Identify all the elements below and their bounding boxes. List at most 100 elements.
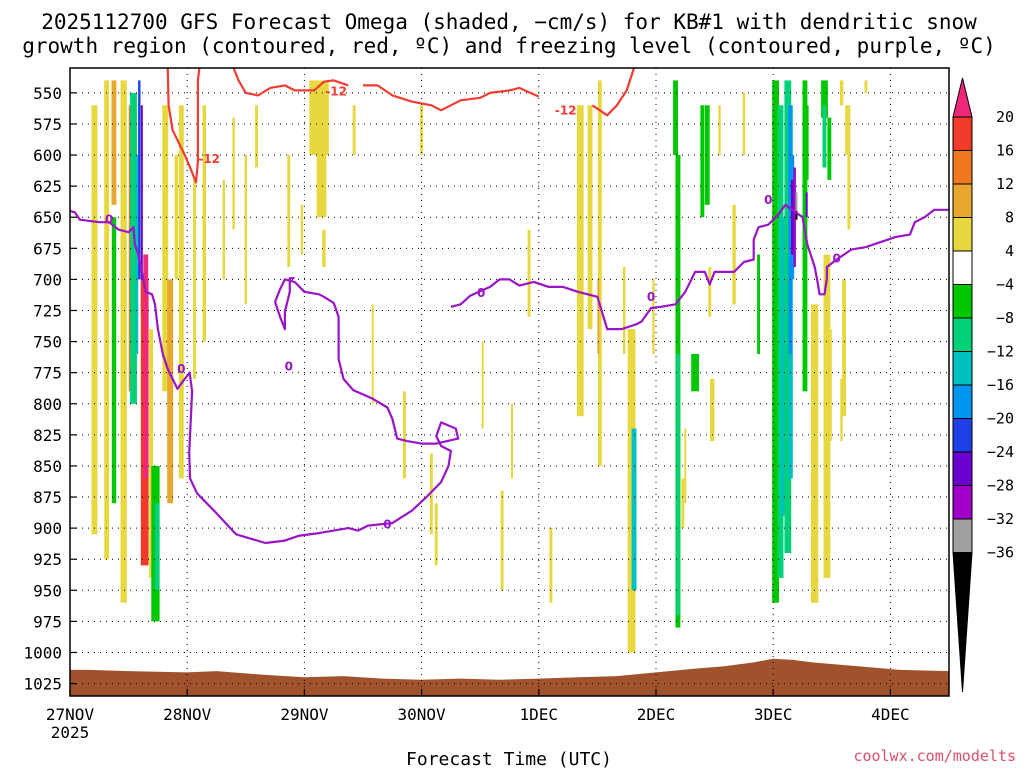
omega-cell [420, 105, 423, 155]
y-tick-label: 900 [33, 519, 62, 538]
omega-cell [167, 279, 174, 504]
x-tick-label: 1DEC [520, 705, 559, 724]
colorbar-tick-label: 16 [996, 142, 1014, 160]
y-tick-label: 550 [33, 84, 62, 103]
omega-cell [681, 478, 685, 529]
omega-cell [708, 267, 712, 317]
contour-label: -12 [325, 85, 347, 99]
x-axis-title: Forecast Time (UTC) [406, 749, 612, 768]
y-tick-label: 1025 [23, 675, 62, 694]
terrain-layer [70, 658, 949, 696]
y-tick-label: 1000 [23, 644, 62, 663]
y-tick-label: 925 [33, 550, 62, 569]
omega-cell [300, 204, 304, 255]
omega-cell [757, 254, 760, 354]
omega-cell [309, 80, 329, 155]
omega-cell [549, 528, 553, 603]
omega-cell [193, 179, 196, 379]
omega-cell [772, 80, 779, 603]
dendritic-contour-right [591, 67, 636, 117]
omega-cell [791, 179, 795, 255]
x-tick-label: 28NOV [163, 705, 212, 724]
y-tick-label: 600 [33, 146, 62, 165]
colorbar-tick-label: −32 [987, 510, 1014, 528]
omega-cell [631, 428, 637, 591]
chart-title-line1: 2025112700 GFS Forecast Omega (shaded, −… [41, 10, 977, 34]
omega-cell [500, 490, 504, 591]
colorbar-segment [952, 518, 973, 553]
omega-cell [135, 155, 139, 354]
credit-text: coolwx.com/modelts [853, 747, 1016, 765]
omega-cell [777, 105, 784, 578]
colorbar-segment [952, 217, 973, 252]
omega-cell [120, 80, 127, 603]
y-tick-label: 750 [33, 333, 62, 352]
dendritic-contour-mid2 [363, 84, 540, 112]
colorbar-tick-label: −12 [987, 343, 1014, 361]
omega-cell [202, 105, 206, 342]
omega-cell [511, 403, 513, 479]
omega-cell [840, 378, 843, 442]
colorbar-tick-label: 20 [996, 108, 1014, 126]
omega-cell [576, 105, 584, 417]
omega-cell [806, 105, 809, 180]
omega-cell [222, 179, 225, 280]
freezing-contour-east [450, 203, 949, 331]
omega-cell [673, 80, 678, 155]
colorbar-tick-label: 4 [1005, 242, 1014, 260]
terrain-fill [70, 658, 949, 696]
colorbar-segment [952, 116, 973, 151]
y-tick-label: 650 [33, 208, 62, 227]
freezing-contour-west [69, 209, 460, 545]
omega-cell [527, 229, 531, 317]
colorbar-segment [952, 418, 973, 453]
y-tick-label: 775 [33, 364, 62, 383]
omega-cell [623, 267, 626, 354]
omega-cell [864, 80, 868, 93]
colorbar-tick-label: −8 [996, 309, 1014, 327]
y-tick-label: 850 [33, 457, 62, 476]
omega-cell [784, 80, 792, 554]
colorbar-tick-label: −4 [996, 276, 1014, 294]
x-tick-label: 3DEC [754, 705, 793, 724]
omega-cell [795, 192, 798, 218]
omega-cell [842, 279, 846, 417]
colorbar-segment [952, 183, 973, 218]
x-tick-label: 27NOV [46, 705, 95, 724]
colorbar-segment [952, 451, 973, 486]
contour-label: -12 [198, 152, 220, 166]
omega-cell [845, 105, 848, 155]
colorbar-segment [952, 485, 973, 520]
omega-cell [371, 304, 374, 404]
y-tick-label: 575 [33, 115, 62, 134]
omega-cell [322, 229, 326, 267]
omega-cell [795, 211, 798, 220]
contour-label: 0 [177, 362, 185, 376]
omega-cell [244, 155, 247, 305]
y-tick-label: 950 [33, 581, 62, 600]
x-tick-label: 29NOV [280, 705, 329, 724]
omega-cell [700, 105, 705, 218]
omega-cell [597, 279, 600, 354]
contour-label: 0 [105, 213, 113, 227]
omega-cell [111, 80, 117, 205]
omega-cell [826, 329, 832, 441]
x-tick-label: 4DEC [871, 705, 910, 724]
omega-cell [91, 105, 98, 535]
omega-cell [104, 80, 110, 560]
omega-cell [805, 192, 808, 218]
omega-cell [718, 105, 721, 155]
omega-cell [316, 155, 327, 218]
y-tick-label: 675 [33, 239, 62, 258]
omega-cell [742, 92, 746, 156]
colorbar-tick-label: −36 [987, 544, 1014, 562]
omega-cell [255, 105, 258, 168]
omega-cell [287, 155, 291, 267]
y-tick-label: 625 [33, 177, 62, 196]
y-tick-label: 825 [33, 426, 62, 445]
omega-cell [352, 105, 356, 155]
omega-cell [178, 105, 184, 479]
omega-cell [704, 105, 710, 205]
